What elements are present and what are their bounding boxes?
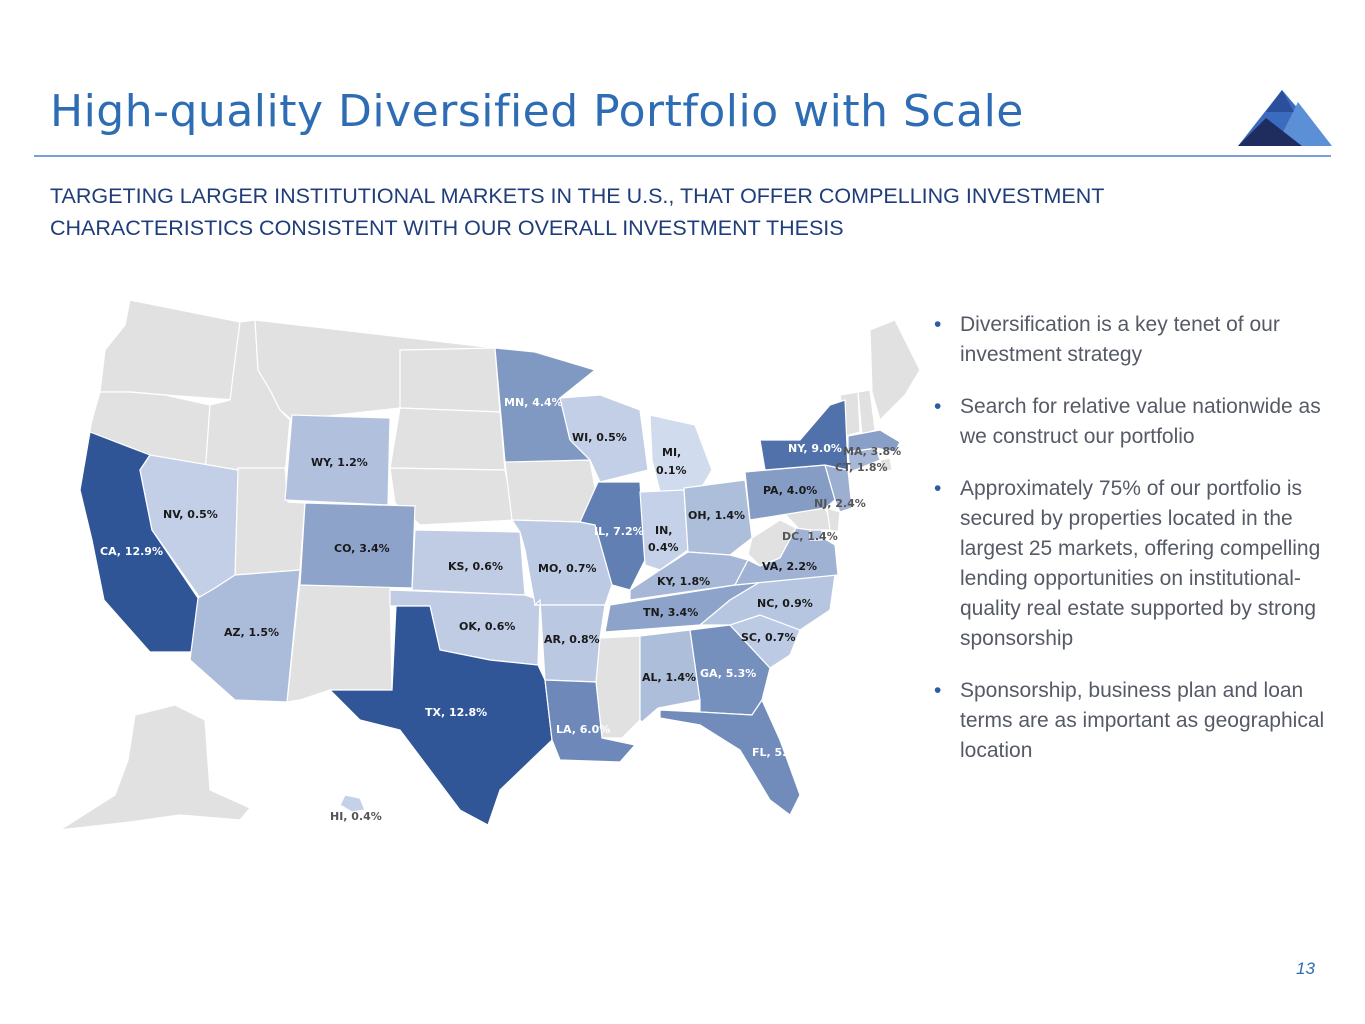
bullet-item: • Sponsorship, business plan and loan ter… <box>930 676 1350 766</box>
label-OH: OH, 1.4% <box>688 509 745 522</box>
bullet-dot-icon: • <box>934 679 942 702</box>
non-exposure-states <box>59 299 921 831</box>
state-VA <box>733 527 839 586</box>
state-KY <box>629 551 749 601</box>
label-IN-2: 0.4% <box>648 541 679 554</box>
state-NM <box>286 579 393 703</box>
state-RI <box>879 457 893 473</box>
label-IL: IL, 7.2% <box>594 525 644 538</box>
label-AR: AR, 0.8% <box>544 633 600 646</box>
state-NC <box>698 574 836 631</box>
state-WI <box>559 394 649 483</box>
label-CT: CT, 1.8% <box>835 461 888 474</box>
exposure-states <box>79 347 901 826</box>
label-IN-1: IN, <box>655 524 672 537</box>
state-TX <box>328 605 553 826</box>
key-points-list: • Diversification is a key tenet of our i… <box>930 310 1350 788</box>
state-NH <box>857 389 876 436</box>
label-NY: NY, 9.0% <box>788 442 842 455</box>
label-NC: NC, 0.9% <box>757 597 813 610</box>
label-SC: SC, 0.7% <box>741 631 796 644</box>
state-ND <box>399 347 501 413</box>
state-NE <box>389 467 516 526</box>
label-NJ: NJ, 2.4% <box>814 497 866 510</box>
state-WA <box>99 299 241 401</box>
label-TX: TX, 12.8% <box>425 706 487 719</box>
bullet-dot-icon: • <box>934 477 942 500</box>
label-TN: TN, 3.4% <box>643 606 698 619</box>
page-title: High-quality Diversified Portfolio with … <box>50 86 1024 137</box>
state-labels: CA, 12.9% TX, 12.8% NY, 9.0% IL, 7.2% LA… <box>100 396 901 823</box>
label-KS: KS, 0.6% <box>448 560 503 573</box>
label-MO: MO, 0.7% <box>538 562 597 575</box>
label-GA: GA, 5.3% <box>700 667 756 680</box>
state-MA <box>847 429 901 453</box>
label-CO: CO, 3.4% <box>334 542 390 555</box>
bullet-dot-icon: • <box>934 313 942 336</box>
state-AZ <box>189 569 301 703</box>
bullet-dot-icon: • <box>934 395 942 418</box>
label-AL: AL, 1.4% <box>642 671 696 684</box>
state-DE <box>826 507 841 533</box>
label-NV: NV, 0.5% <box>163 508 218 521</box>
bullet-item: • Search for relative value nationwide as… <box>930 392 1350 452</box>
label-VA: VA, 2.2% <box>762 560 817 573</box>
label-KY: KY, 1.8% <box>657 575 710 588</box>
bullet-item: • Diversification is a key tenet of our i… <box>930 310 1350 370</box>
state-AK <box>59 704 251 831</box>
page-number: 13 <box>1296 959 1315 978</box>
label-MN: MN, 4.4% <box>504 396 563 409</box>
state-LA <box>544 679 637 763</box>
label-MI-2: 0.1% <box>656 464 687 477</box>
section-subtitle: TARGETING LARGER INSTITUTIONAL MARKETS I… <box>50 184 1105 240</box>
label-WI: WI, 0.5% <box>572 431 627 444</box>
label-DC: DC, 1.4% <box>782 530 838 543</box>
state-DC <box>809 529 823 541</box>
label-WY: WY, 1.2% <box>311 456 368 469</box>
label-CA: CA, 12.9% <box>100 545 163 558</box>
label-MA: MA, 3.8% <box>843 445 901 458</box>
company-logo <box>1238 90 1332 146</box>
label-MI-1: MI, <box>662 446 681 459</box>
state-IN <box>639 489 689 571</box>
state-FL <box>659 698 801 816</box>
label-AZ: AZ, 1.5% <box>224 626 279 639</box>
label-HI: HI, 0.4% <box>330 810 382 823</box>
state-NY <box>759 399 849 471</box>
title-divider <box>34 155 1331 157</box>
state-ME <box>869 319 921 422</box>
state-SD <box>389 407 506 471</box>
label-LA: LA, 6.0% <box>556 723 610 736</box>
state-OH <box>683 479 753 556</box>
state-HI <box>339 794 366 813</box>
label-PA: PA, 4.0% <box>763 484 817 497</box>
bullet-item: • Approximately 75% of our portfolio is s… <box>930 474 1350 654</box>
label-FL: FL, 5.7% <box>752 746 805 759</box>
label-OK: OK, 0.6% <box>459 620 515 633</box>
us-portfolio-map: CA, 12.9% TX, 12.8% NY, 9.0% IL, 7.2% LA… <box>59 299 921 831</box>
